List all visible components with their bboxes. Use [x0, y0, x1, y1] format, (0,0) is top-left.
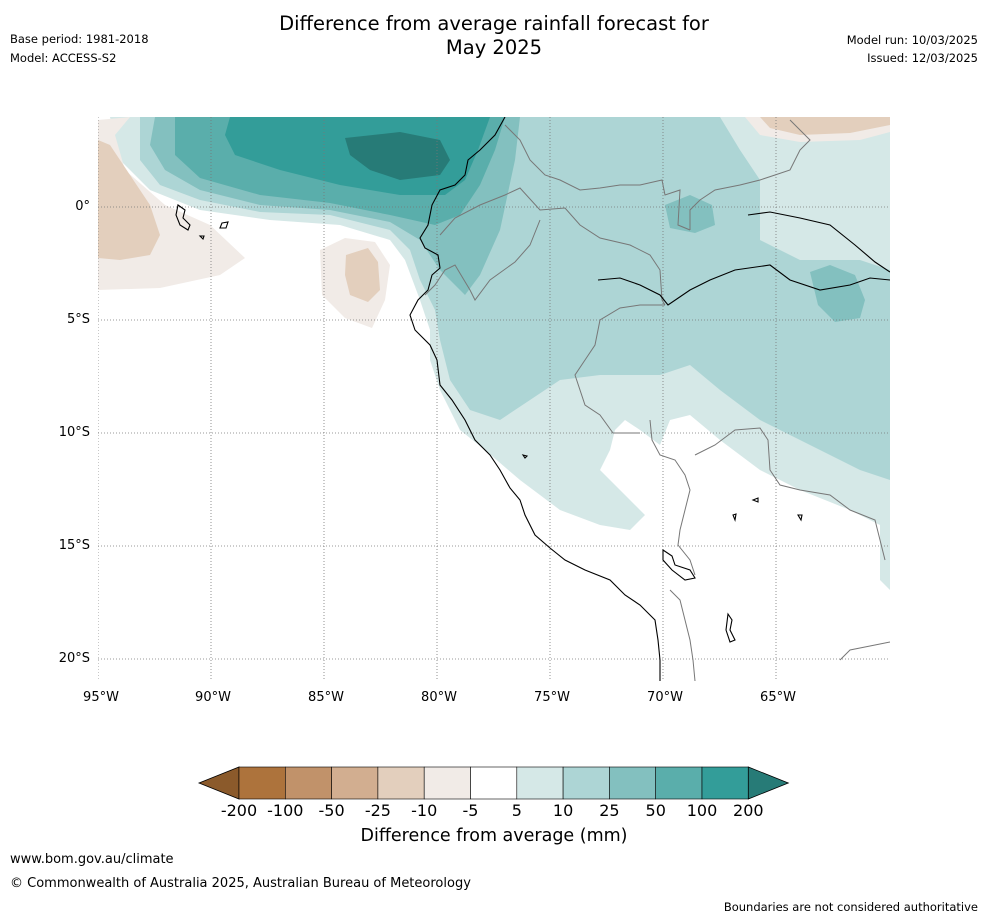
border-peru-brazil — [574, 304, 665, 434]
border-colombia-ecuador — [439, 187, 666, 306]
issued-date: Issued: 12/03/2025 — [867, 51, 978, 65]
lon-label-90w: 90°W — [195, 690, 231, 705]
border-peru-bolivia — [649, 419, 696, 576]
lake-titicaca — [662, 548, 696, 581]
coastlines — [175, 117, 890, 681]
colorbar-swatch — [655, 766, 703, 800]
lake-small-4 — [797, 514, 803, 522]
colorbar-swatch — [238, 766, 286, 800]
lon-label-75w: 75°W — [534, 690, 570, 705]
colorbar-swatch — [377, 766, 425, 800]
lake-small-3 — [732, 513, 737, 523]
colorbar-tick-label: 10 — [552, 801, 574, 820]
border-colombia-venezuela — [504, 124, 691, 231]
border-bolivia-chile — [669, 589, 696, 681]
lat-label-0: 0° — [75, 199, 90, 214]
lake-small-5 — [521, 454, 529, 459]
title-line-2: May 2025 — [445, 36, 543, 59]
lon-label-85w: 85°W — [308, 690, 344, 705]
colorbar-tick-label: 5 — [511, 801, 522, 820]
border-ecuador-peru — [424, 219, 541, 301]
dry-anomaly-northeast — [760, 117, 890, 135]
colorbar-swatch — [470, 766, 518, 800]
dry-anomaly-west — [98, 140, 160, 260]
model-name: Model: ACCESS-S2 — [10, 51, 117, 65]
amazon-river — [597, 264, 890, 306]
colorbar-swatch — [701, 766, 749, 800]
lake-small-1 — [725, 612, 736, 643]
map-area — [98, 117, 890, 681]
galapagos-small — [198, 235, 205, 241]
lon-label-80w: 80°W — [421, 690, 457, 705]
colorbar-tick-label: -5 — [462, 801, 479, 820]
title-line-1: Difference from average rainfall forecas… — [279, 12, 709, 35]
map-title: Difference from average rainfall forecas… — [0, 12, 988, 60]
colorbar-tick-label: -10 — [411, 801, 438, 820]
lon-label-95w: 95°W — [83, 690, 119, 705]
colorbar-tick-label: -200 — [220, 801, 258, 820]
country-borders — [424, 119, 890, 681]
colorbar-swatch — [331, 766, 379, 800]
lat-label-10s: 10°S — [58, 425, 90, 440]
galapagos-isabela — [175, 204, 191, 231]
coastline-pacific — [409, 117, 661, 681]
colorbar-arrow-low — [197, 766, 240, 800]
anomaly-over-200-core — [345, 132, 450, 180]
colorbar-tick-label: 200 — [733, 801, 764, 820]
colorbar-tick-label: -25 — [364, 801, 391, 820]
colorbar-tick-label: -100 — [267, 801, 304, 820]
colorbar-swatch — [423, 766, 471, 800]
footer-website[interactable]: www.bom.gov.au/climate — [10, 852, 174, 867]
colorbar-tick-label: -50 — [318, 801, 345, 820]
colorbar-tick-label: 50 — [645, 801, 666, 820]
border-venezuela-brazil — [689, 119, 811, 230]
footer-disclaimer: Boundaries are not considered authoritat… — [723, 900, 978, 914]
lat-label-5s: 5°S — [66, 312, 90, 327]
footer-copyright: © Commonwealth of Australia 2025, Austra… — [10, 876, 471, 891]
anomaly-25-50-patch-east — [810, 265, 865, 322]
border-bolivia-brazil — [694, 427, 886, 561]
colorbar-arrow-high — [747, 766, 790, 800]
lon-label-70w: 70°W — [647, 690, 683, 705]
colorbar-swatch — [609, 766, 657, 800]
colorbar-swatch — [562, 766, 610, 800]
colorbar-swatch — [516, 766, 564, 800]
colorbar-tick-label: 100 — [686, 801, 718, 820]
model-run: Model run: 10/03/2025 — [846, 33, 978, 47]
base-period: Base period: 1981-2018 — [10, 32, 149, 46]
colorbar-tick-label: 25 — [599, 801, 620, 820]
lon-label-65w: 65°W — [760, 690, 796, 705]
lat-label-15s: 15°S — [58, 538, 90, 553]
rio-negro — [747, 211, 890, 273]
lake-small-2 — [751, 497, 759, 503]
colorbar-title: Difference from average (mm) — [360, 826, 628, 846]
dry-anomaly-offshore — [345, 248, 380, 302]
border-bolivia-paraguay — [839, 641, 890, 661]
colorbar-swatch — [284, 766, 332, 800]
lat-label-20s: 20°S — [58, 651, 90, 666]
graticule — [98, 117, 890, 681]
galapagos-santa-cruz — [219, 221, 229, 229]
colorbar — [197, 766, 790, 800]
